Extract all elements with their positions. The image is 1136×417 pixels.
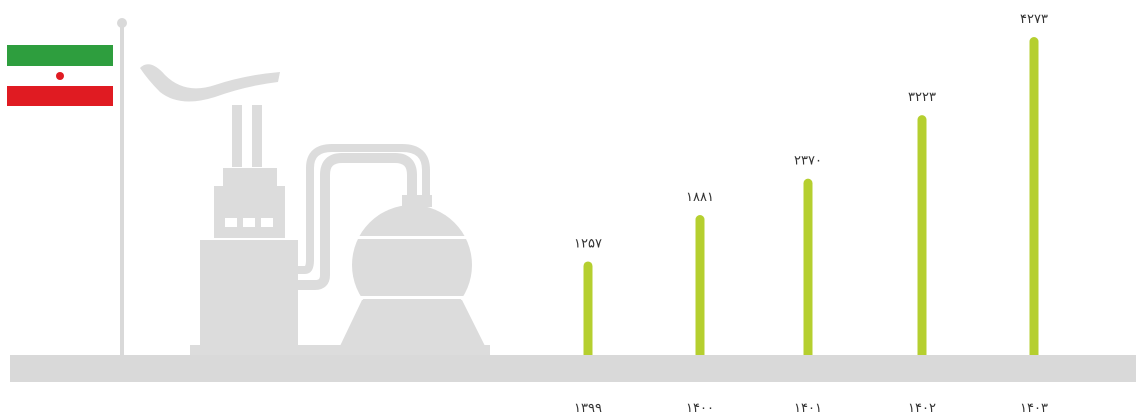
- tank-line: [350, 236, 474, 239]
- ground: [10, 355, 1136, 382]
- x-tick-label: ۱۴۰۱: [794, 401, 822, 416]
- window: [243, 218, 255, 227]
- tank-base: [340, 300, 485, 346]
- pipe: [298, 153, 417, 290]
- pole-top: [117, 18, 127, 28]
- bar: [1029, 37, 1039, 355]
- tank-line: [350, 296, 474, 299]
- flag-green: [7, 45, 113, 66]
- valve: [402, 195, 432, 207]
- x-tick-label: ۱۴۰۰: [686, 401, 714, 416]
- bar: [803, 178, 813, 355]
- bar: [695, 215, 705, 355]
- flag-emblem: [56, 72, 64, 80]
- smoke: [140, 64, 280, 102]
- value-label: ۳۲۲۳: [908, 90, 936, 105]
- x-tick-label: ۱۳۹۹: [574, 401, 602, 416]
- x-tick-label: ۱۴۰۳: [1020, 401, 1048, 416]
- flag-red: [7, 86, 113, 106]
- x-tick-label: ۱۴۰۲: [908, 401, 936, 416]
- value-label: ۴۲۷۳: [1020, 12, 1048, 27]
- value-label: ۱۸۸۱: [686, 190, 714, 205]
- tank: [352, 205, 472, 325]
- illustration: [7, 18, 1136, 382]
- bar: [917, 115, 927, 356]
- pipe: [298, 144, 430, 274]
- bar: [583, 261, 593, 355]
- chimney: [252, 105, 262, 167]
- factory-middle: [214, 186, 285, 238]
- window: [261, 218, 273, 227]
- factory-base: [190, 345, 490, 355]
- flag-pole: [120, 24, 124, 355]
- value-label: ۲۳۷۰: [794, 154, 822, 169]
- chimney: [232, 105, 242, 167]
- factory-top: [223, 168, 277, 186]
- window: [225, 218, 237, 227]
- factory-body: [200, 240, 298, 346]
- value-label: ۱۲۵۷: [574, 236, 602, 251]
